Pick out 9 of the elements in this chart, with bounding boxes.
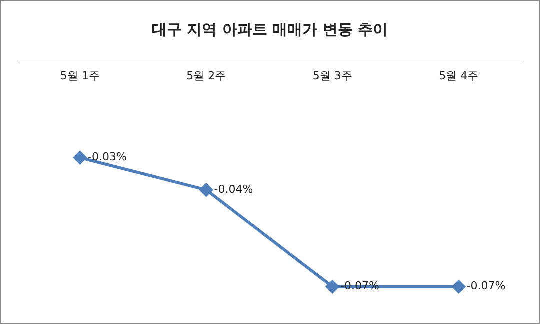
data-label: -0.03% xyxy=(88,150,127,164)
data-label: -0.07% xyxy=(340,280,380,293)
data-label: -0.04% xyxy=(214,182,254,196)
data-label: -0.07% xyxy=(466,280,506,293)
x-tick-label: 5월 1주 xyxy=(60,70,100,83)
x-tick-label: 5월 3주 xyxy=(312,70,352,83)
x-tick-label: 5월 4주 xyxy=(439,70,479,83)
x-tick-label: 5월 2주 xyxy=(186,70,226,83)
chart-title: 대구 지역 아파트 매매가 변동 추이 xyxy=(152,20,388,38)
